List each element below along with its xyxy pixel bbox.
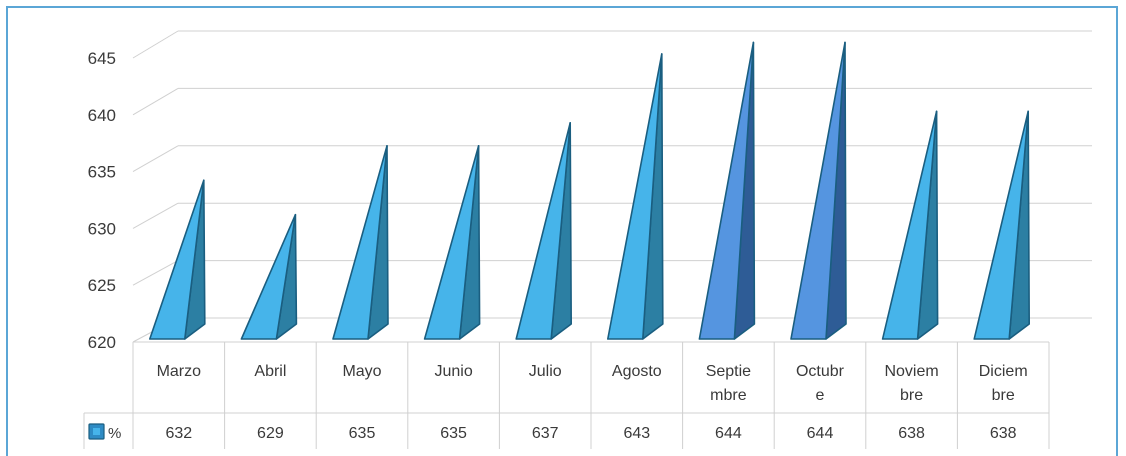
bar-front-face (423, 145, 480, 340)
category-label: Septie (706, 363, 751, 380)
data-label: 638 (898, 425, 925, 442)
y-tick-label: 620 (88, 333, 116, 352)
y-tick-label: 625 (88, 276, 116, 295)
category-label: Diciem (979, 363, 1028, 380)
category-label: Agosto (612, 363, 662, 380)
y-tick-label: 635 (88, 163, 116, 182)
category-label: mbre (710, 387, 747, 404)
bar-diciembre (973, 110, 1030, 340)
category-label: Marzo (157, 363, 202, 380)
bar-front-face (515, 122, 572, 340)
bar-abril (240, 213, 298, 340)
data-label: 632 (165, 425, 192, 442)
gridline-diagonal (132, 202, 179, 229)
data-label: 638 (990, 425, 1017, 442)
bar-septiembre (698, 41, 756, 340)
bar-front-face (149, 179, 205, 340)
category-label: Noviem (884, 363, 938, 380)
category-label: Abril (254, 363, 286, 380)
category-label: Julio (529, 363, 562, 380)
data-label: 644 (807, 425, 834, 442)
legend-series-label: % (108, 425, 121, 442)
bar-marzo (149, 179, 206, 340)
bar-front-face (606, 53, 663, 340)
gridline-diagonal (132, 260, 179, 286)
bar-front-face (881, 110, 938, 340)
bar-noviembre (881, 110, 939, 340)
gridline-diagonal (132, 87, 179, 116)
category-label: bre (992, 387, 1015, 404)
gridline-diagonal (132, 145, 179, 173)
bar-front-face (790, 41, 846, 340)
data-label: 644 (715, 425, 742, 442)
data-label: 643 (623, 425, 650, 442)
bar-front-face (240, 213, 297, 340)
legend-key-inner (93, 428, 100, 435)
y-tick-label: 630 (88, 219, 116, 238)
category-label: Octubr (796, 363, 845, 380)
bars (149, 41, 1030, 340)
y-tick-label: 645 (88, 49, 116, 68)
gridline-diagonal (132, 30, 179, 59)
y-tick-label: 640 (88, 106, 116, 125)
bar-front-face (698, 41, 755, 340)
bar-agosto (606, 53, 664, 340)
bar-octubre (790, 41, 847, 340)
bar-mayo (332, 145, 389, 340)
data-label: 629 (257, 425, 284, 442)
bar-front-face (973, 110, 1029, 340)
data-label: 635 (440, 425, 467, 442)
category-label: Mayo (342, 363, 381, 380)
bar-front-face (332, 145, 388, 340)
bar-julio (515, 122, 573, 340)
category-label: Junio (434, 363, 472, 380)
data-label: 635 (349, 425, 376, 442)
y-axis-ticks: 620 625 630 635 640 645 (88, 49, 116, 352)
chart-frame (6, 6, 1118, 456)
data-label: 637 (532, 425, 559, 442)
bar-junio (423, 145, 481, 340)
category-label: e (816, 387, 825, 404)
data-table: Marzo 632 Abril 629 Mayo 635 Junio 635 Julio 637 A… (83, 342, 1050, 449)
category-label: bre (900, 387, 923, 404)
